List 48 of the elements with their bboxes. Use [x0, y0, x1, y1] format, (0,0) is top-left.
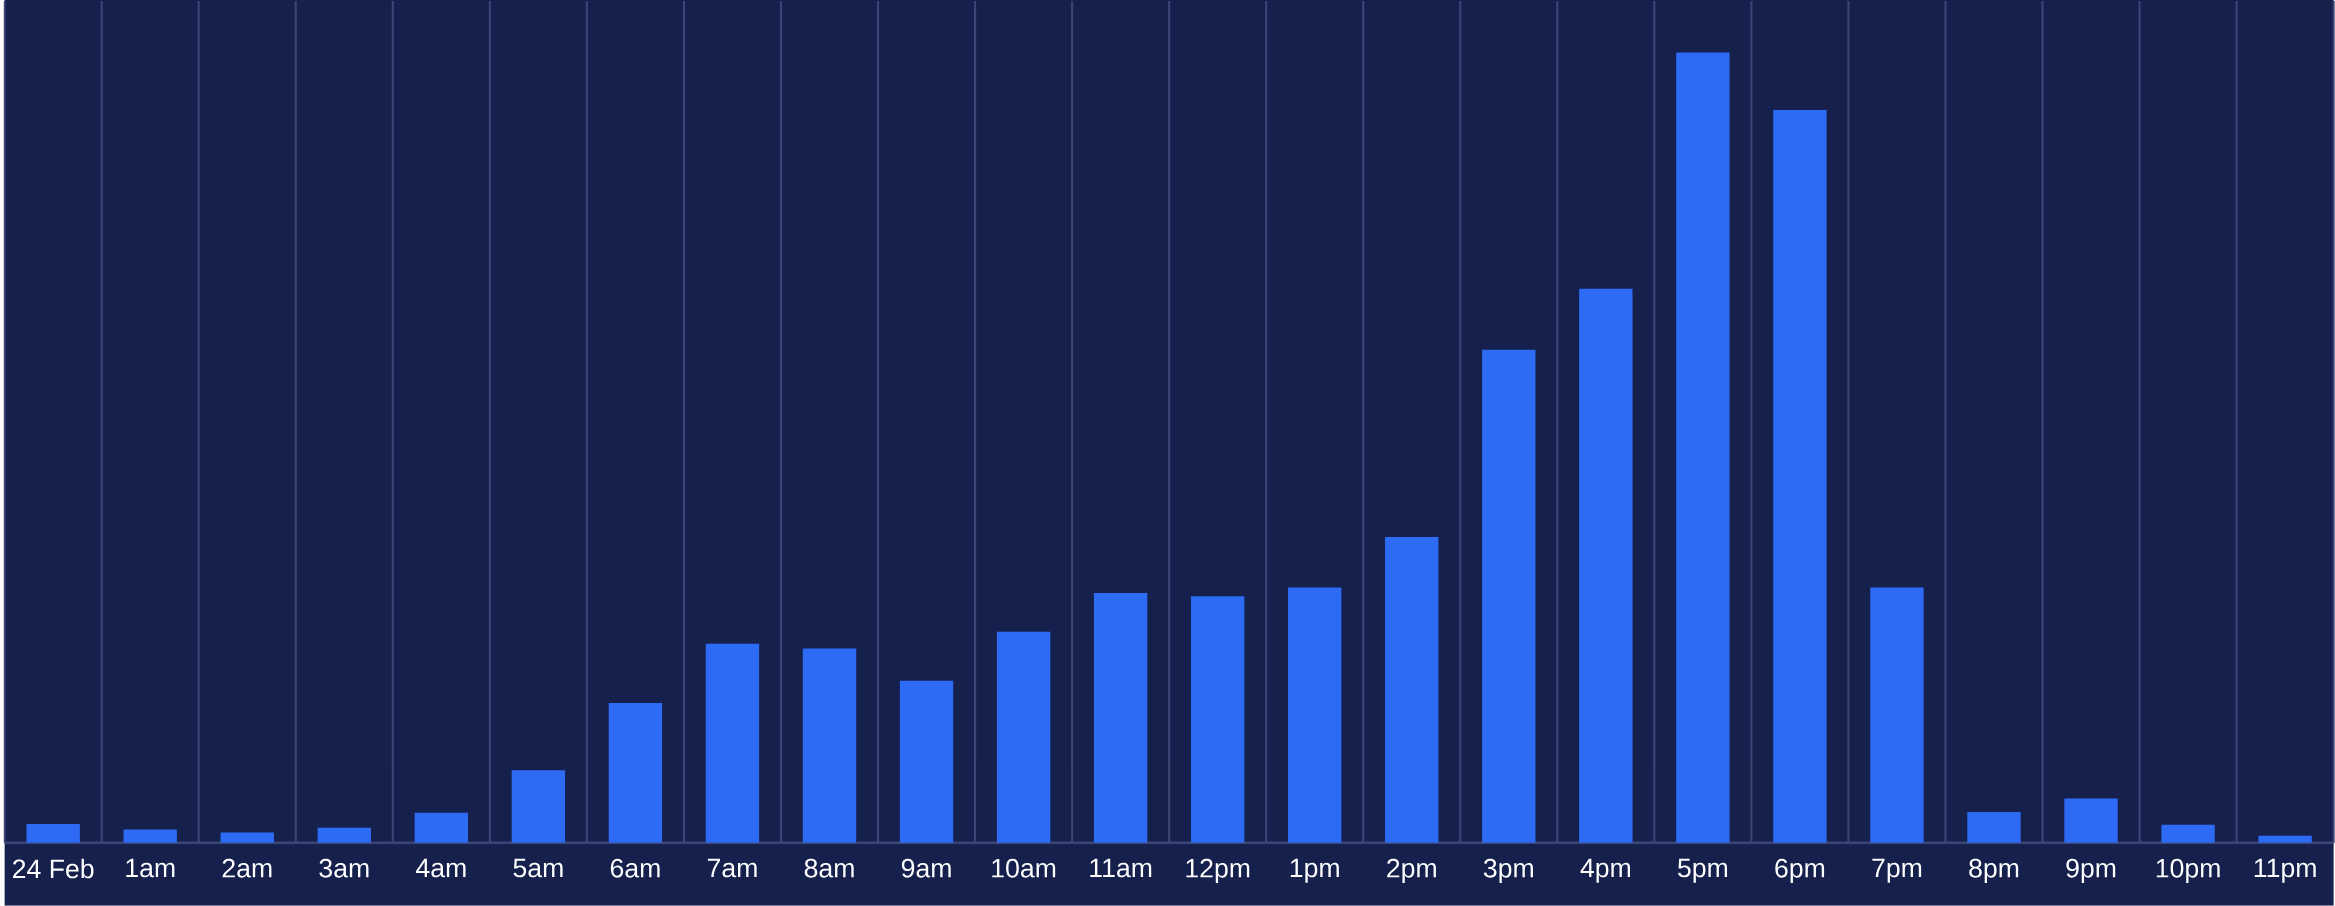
bar [2161, 824, 2215, 844]
bar [2064, 798, 2118, 844]
bar [317, 827, 371, 844]
bar [26, 824, 80, 844]
bar [899, 680, 954, 844]
x-tick-label: 5am [513, 858, 563, 878]
bar [705, 643, 760, 844]
bar [511, 770, 566, 844]
bar [123, 829, 177, 844]
x-tick-label: 1pm [1290, 858, 1339, 883]
x-tick-label: 5pm [1677, 858, 1728, 883]
x-tick-label: 8pm [1969, 858, 2019, 884]
x-tick-label: 7am [707, 858, 757, 878]
bar [1288, 587, 1342, 844]
bar [1579, 288, 1633, 844]
x-tick-label: 4pm [1580, 858, 1630, 883]
x-tick-label: 6am [610, 858, 660, 878]
x-tick-label: 1am [126, 858, 175, 878]
x-tick-label: 9pm [2066, 858, 2116, 884]
bar [608, 703, 663, 844]
bar [1967, 812, 2021, 844]
bar [1190, 596, 1245, 844]
x-tick-label: 4am [416, 858, 466, 878]
bar [802, 648, 857, 844]
x-tick-label: 2pm [1387, 858, 1436, 884]
x-tick-label: 8am [804, 858, 854, 878]
x-tick-label: 9am [901, 858, 951, 878]
bar [1676, 52, 1730, 844]
x-tick-label: 12pm [1186, 858, 1250, 884]
x-tick-label: 6pm [1775, 858, 1825, 884]
x-tick-label: 11am [1090, 858, 1152, 878]
x-tick-label: 10am [992, 858, 1056, 878]
x-tick-label: 24 Feb [13, 858, 94, 879]
bar [1773, 110, 1827, 844]
x-tick-label: 7pm [1872, 858, 1922, 883]
x-tick-label: 11pm [2254, 858, 2316, 883]
x-tick-label: 3pm [1483, 858, 1533, 884]
bar [2258, 835, 2312, 844]
bar [1482, 349, 1536, 844]
bar [414, 812, 469, 844]
bar [1093, 593, 1148, 844]
x-tick-label: 3am [319, 858, 369, 878]
x-tick-label: 10pm [2156, 858, 2220, 884]
bar [220, 832, 274, 844]
bar [1870, 587, 1924, 844]
x-tick-label: 2am [222, 858, 272, 878]
bar [996, 631, 1051, 844]
bar [1385, 537, 1439, 844]
